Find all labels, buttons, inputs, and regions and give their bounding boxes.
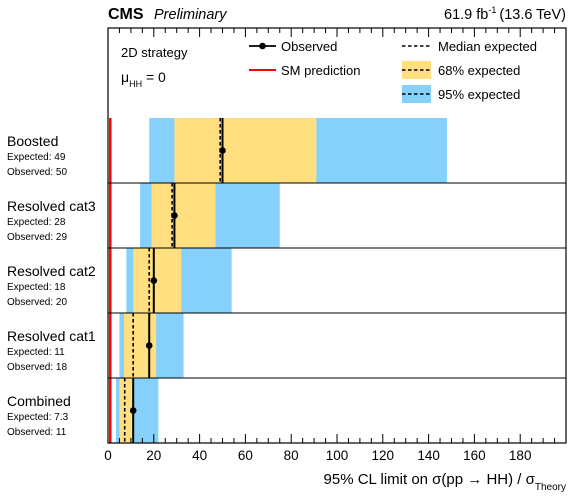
observed-point-3 (145, 342, 153, 349)
band-68-0 (174, 118, 317, 183)
legend-observed-text: Observed (281, 39, 337, 54)
category-labels: Boosted Expected: 49 Observed: 50 Resolved … (7, 133, 96, 438)
legend-observed-marker (259, 42, 266, 50)
legend-median-text: Median expected (438, 39, 537, 54)
strategy-label: 2D strategy (121, 45, 188, 60)
band-68-2 (133, 248, 182, 313)
tick-label-0: 0 (104, 448, 112, 463)
category-observed-4: Observed: 11 (7, 427, 67, 438)
tick-label-20: 20 (146, 448, 161, 463)
category-observed-3: Observed: 18 (7, 362, 67, 373)
band-68-1 (151, 183, 216, 248)
category-observed-1: Observed: 29 (7, 232, 67, 243)
category-expected-1: Expected: 28 (7, 217, 66, 228)
observed-point-2 (150, 277, 158, 284)
legend-sm-text: SM prediction (281, 63, 360, 78)
observed-point-0 (219, 147, 226, 154)
category-name-2: Resolved cat2 (7, 263, 96, 279)
mu-label: μHH = 0 (121, 69, 166, 89)
legend: Observed SM prediction Median expected 68% … (249, 39, 537, 103)
tick-label-100: 100 (326, 448, 349, 463)
observed-point-4 (129, 407, 137, 414)
category-expected-4: Expected: 7.3 (7, 412, 69, 423)
mu-symbol: μ (121, 69, 129, 85)
annotations: 2D strategy μHH = 0 (121, 45, 188, 89)
tick-label-120: 120 (372, 448, 395, 463)
tick-label-180: 180 (509, 448, 532, 463)
tick-label-40: 40 (192, 448, 207, 463)
lumi-value: 61.9 fb (444, 7, 488, 23)
observed-point-1 (171, 212, 178, 219)
tick-label-160: 160 (463, 448, 486, 463)
status-label: Preliminary (154, 7, 227, 23)
category-expected-0: Expected: 49 (7, 152, 66, 163)
category-observed-2: Observed: 20 (7, 297, 67, 308)
axis-ticks: 0 20 40 60 80 100 120 140 160 180 (104, 28, 567, 463)
header: CMS Preliminary 61.9 fb-1 (13.6 TeV) (108, 5, 566, 23)
bands-layer (116, 118, 447, 443)
band-68-4 (119, 378, 134, 443)
x-axis-title-sub: Theory (535, 482, 566, 493)
x-axis-title-main: 95% CL limit on σ(pp → HH) / σ (324, 471, 536, 488)
category-name-4: Combined (7, 393, 71, 409)
luminosity-label: 61.9 fb-1 (13.6 TeV) (444, 5, 566, 23)
category-name-1: Resolved cat3 (7, 198, 96, 214)
experiment-label: CMS (108, 6, 144, 23)
category-observed-0: Observed: 50 (7, 167, 67, 178)
lines-layer (109, 118, 226, 443)
mu-subscript: HH (129, 79, 142, 89)
tick-label-60: 60 (238, 448, 253, 463)
legend-68-text: 68% expected (438, 63, 520, 78)
category-name-0: Boosted (7, 133, 58, 149)
tick-label-80: 80 (284, 448, 299, 463)
category-name-3: Resolved cat1 (7, 328, 96, 344)
x-axis-label: 95% CL limit on σ(pp → HH) / σTheory (324, 471, 566, 493)
mu-value: = 0 (142, 69, 166, 85)
legend-95-text: 95% expected (438, 87, 520, 102)
tick-label-140: 140 (417, 448, 440, 463)
category-expected-3: Expected: 11 (7, 347, 65, 358)
category-expected-2: Expected: 18 (7, 282, 66, 293)
lumi-energy: (13.6 TeV) (499, 7, 566, 23)
lumi-exponent: -1 (488, 5, 496, 15)
x-axis-title: 95% CL limit on σ(pp → HH) / σTheory (324, 471, 566, 493)
